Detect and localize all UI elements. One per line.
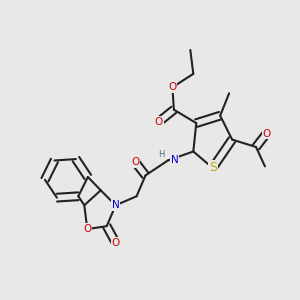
Text: O: O <box>155 117 163 127</box>
Text: H: H <box>158 150 164 159</box>
Text: S: S <box>209 161 217 174</box>
Text: O: O <box>262 129 271 139</box>
Text: O: O <box>131 157 139 167</box>
Text: O: O <box>83 224 92 234</box>
Text: S: S <box>209 161 217 174</box>
Text: H: H <box>158 150 164 159</box>
Text: O: O <box>168 82 176 92</box>
Text: N: N <box>171 155 178 166</box>
Text: N: N <box>171 155 178 166</box>
Text: O: O <box>112 238 120 248</box>
Text: O: O <box>83 224 92 234</box>
Text: O: O <box>155 117 163 127</box>
Text: O: O <box>112 238 120 248</box>
Text: O: O <box>131 157 139 167</box>
Text: N: N <box>112 200 119 210</box>
Text: O: O <box>168 82 176 92</box>
Text: O: O <box>262 129 271 139</box>
Text: N: N <box>112 200 119 210</box>
